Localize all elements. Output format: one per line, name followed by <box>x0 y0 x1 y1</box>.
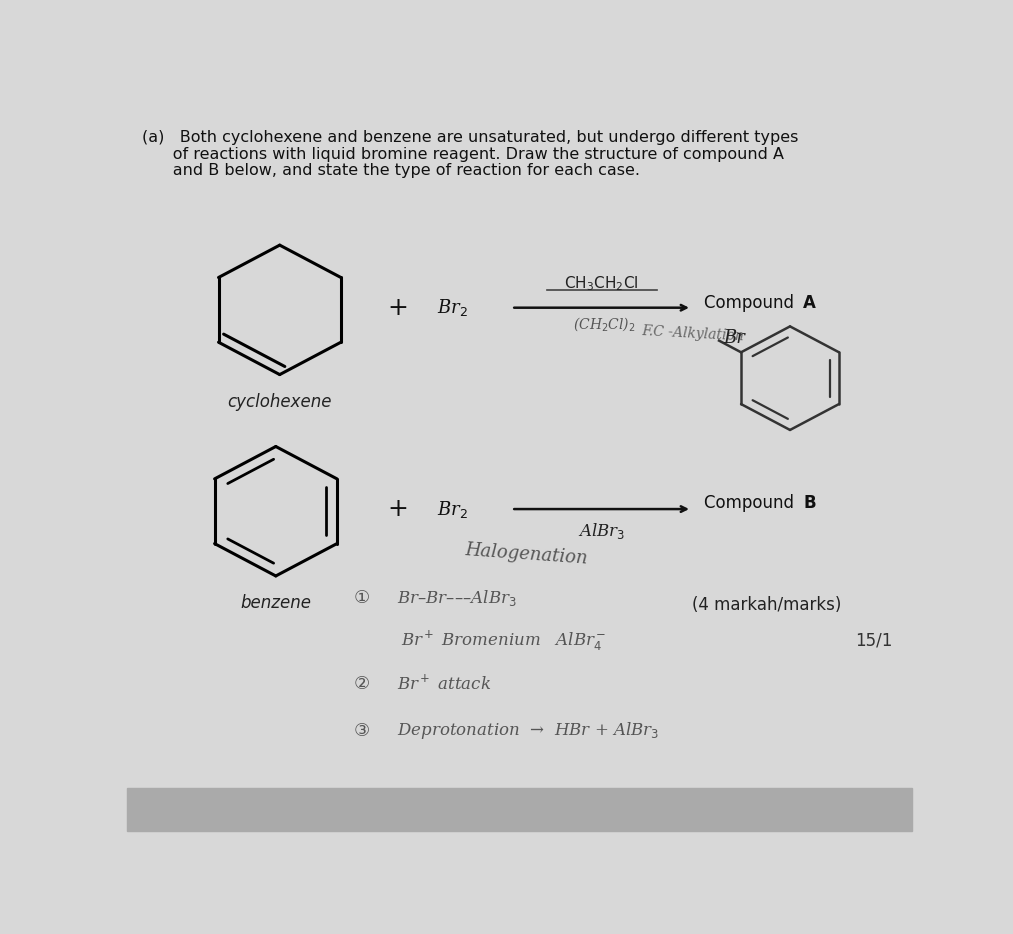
Text: (4 markah/marks): (4 markah/marks) <box>692 596 841 614</box>
Text: Deprotonation  →  HBr + AlBr$_3$: Deprotonation → HBr + AlBr$_3$ <box>397 720 659 741</box>
Text: of reactions with liquid bromine reagent. Draw the structure of compound A: of reactions with liquid bromine reagent… <box>142 147 784 162</box>
Text: A: A <box>803 293 816 312</box>
Text: (CH$_2$Cl)$_2$: (CH$_2$Cl)$_2$ <box>572 315 635 333</box>
Text: B: B <box>803 494 816 513</box>
Text: F.C -Alkylation: F.C -Alkylation <box>641 324 744 344</box>
Text: CH$_3$CH$_2$Cl: CH$_3$CH$_2$Cl <box>564 275 639 293</box>
Text: ③: ③ <box>355 722 370 740</box>
Text: +: + <box>387 296 408 319</box>
Text: Halogenation: Halogenation <box>464 541 589 568</box>
Text: ①: ① <box>355 588 370 606</box>
Text: Br$^+$ attack: Br$^+$ attack <box>397 674 491 693</box>
Text: Br$_2$: Br$_2$ <box>437 297 468 318</box>
Text: Compound: Compound <box>704 494 799 513</box>
Text: and B below, and state the type of reaction for each case.: and B below, and state the type of react… <box>142 163 640 178</box>
Text: ②: ② <box>355 675 370 693</box>
Text: Compound: Compound <box>704 293 799 312</box>
Text: +: + <box>387 497 408 521</box>
Text: Br$_2$: Br$_2$ <box>437 499 468 519</box>
Text: benzene: benzene <box>240 594 311 612</box>
Bar <box>127 788 912 831</box>
Text: AlBr$_3$: AlBr$_3$ <box>577 520 625 541</box>
Text: 15/1: 15/1 <box>855 631 892 650</box>
Text: Br–Br–––AlBr$_3$: Br–Br–––AlBr$_3$ <box>397 587 518 607</box>
Text: (a)   Both cyclohexene and benzene are unsaturated, but undergo different types: (a) Both cyclohexene and benzene are uns… <box>142 130 798 145</box>
Text: Br: Br <box>723 330 745 347</box>
Text: cyclohexene: cyclohexene <box>228 392 332 411</box>
Text: Br$^+$ Bromenium   AlBr$_4^-$: Br$^+$ Bromenium AlBr$_4^-$ <box>401 629 607 653</box>
